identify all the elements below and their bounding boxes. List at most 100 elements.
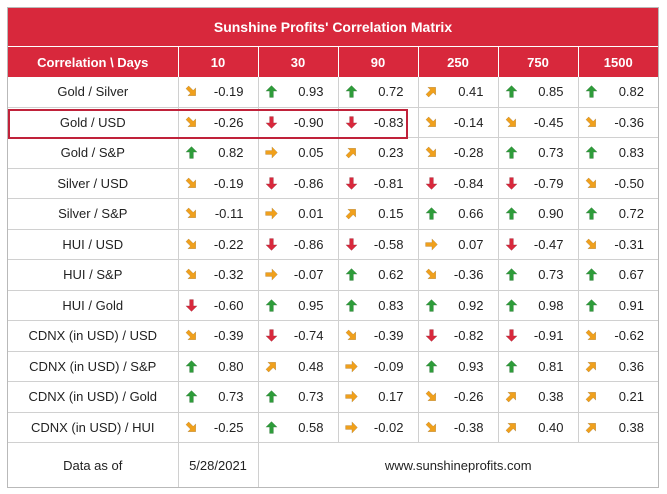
correlation-value: -0.26 — [213, 114, 244, 130]
arrow-up-icon — [185, 390, 199, 404]
correlation-cell: 0.38 — [498, 381, 579, 413]
correlation-cell: 0.73 — [258, 381, 339, 413]
table-row: Gold / Silver -0.19 0.93 0.72 0.41 0.85 0.82 — [8, 77, 658, 108]
correlation-cell: -0.26 — [178, 107, 259, 138]
arrow-down-right-icon — [185, 85, 199, 99]
correlation-value: 0.01 — [298, 206, 324, 222]
arrow-down-icon — [345, 176, 359, 190]
table-row: HUI / Gold -0.60 0.95 0.83 0.92 0.98 0.91 — [8, 290, 658, 321]
arrow-down-right-icon — [425, 115, 439, 129]
arrow-down-icon — [265, 237, 279, 251]
arrow-down-icon — [505, 176, 519, 190]
correlation-value: 0.80 — [218, 358, 244, 374]
correlation-cell: -0.47 — [498, 229, 579, 260]
arrow-up-right-icon — [345, 146, 359, 160]
table-row: CDNX (in USD) / Gold 0.73 0.73 0.17 -0.26 0.3… — [8, 381, 658, 413]
arrow-up-icon — [505, 85, 519, 99]
arrow-down-icon — [425, 329, 439, 343]
correlation-value: -0.62 — [614, 328, 644, 344]
arrow-up-icon — [505, 207, 519, 221]
correlation-value: 0.36 — [618, 358, 644, 374]
arrow-up-right-icon — [425, 85, 439, 99]
correlation-cell: -0.84 — [418, 168, 499, 199]
arrow-down-right-icon — [185, 176, 199, 190]
arrow-up-right-icon — [585, 359, 599, 373]
correlation-cell: -0.82 — [418, 320, 499, 352]
row-label: CDNX (in USD) / S&P — [8, 351, 179, 382]
correlation-cell: 0.58 — [258, 412, 339, 443]
arrow-up-icon — [425, 207, 439, 221]
matrix-title: Sunshine Profits' Correlation Matrix — [8, 8, 658, 47]
correlation-value: -0.11 — [214, 206, 244, 222]
correlation-cell: 0.83 — [578, 137, 658, 169]
arrow-up-icon — [185, 359, 199, 373]
arrow-down-icon — [265, 176, 279, 190]
correlation-value: 0.41 — [458, 84, 484, 100]
correlation-cell: -0.83 — [338, 107, 419, 138]
correlation-value: -0.79 — [533, 175, 564, 191]
correlation-value: -0.19 — [213, 84, 244, 100]
table-row: CDNX (in USD) / USD -0.39 -0.74 -0.39 -0.82 -… — [8, 320, 658, 352]
correlation-cell: -0.60 — [178, 290, 259, 321]
correlation-cell: 0.73 — [498, 259, 579, 291]
header-row: Correlation \ Days 10 30 90 250 750 1500 — [8, 47, 658, 77]
correlation-cell: -0.19 — [178, 77, 259, 108]
correlation-value: 0.21 — [618, 389, 644, 405]
correlation-cell: 0.41 — [418, 77, 499, 108]
correlation-cell: -0.02 — [338, 412, 419, 443]
correlation-value: -0.02 — [373, 419, 404, 435]
website-link[interactable]: www.sunshineprofits.com — [257, 442, 658, 487]
arrow-down-right-icon — [185, 268, 199, 282]
correlation-value: -0.22 — [213, 236, 244, 252]
arrow-up-icon — [505, 298, 519, 312]
correlation-cell: 0.95 — [258, 290, 339, 321]
correlation-value: 0.07 — [458, 236, 484, 252]
correlation-cell: 0.62 — [338, 259, 419, 291]
table-row: Silver / USD -0.19 -0.86 -0.81 -0.84 -0.79 -0.… — [8, 168, 658, 199]
arrow-down-right-icon — [585, 329, 599, 343]
data-as-of-label: Data as of — [8, 442, 179, 487]
row-label: Silver / USD — [8, 168, 179, 199]
correlation-value: 0.72 — [378, 84, 404, 100]
arrow-up-right-icon — [505, 390, 519, 404]
correlation-cell: -0.25 — [178, 412, 259, 443]
table-row: HUI / S&P -0.32 -0.07 0.62 -0.36 0.73 0.67 — [8, 259, 658, 291]
arrow-down-right-icon — [185, 420, 199, 434]
correlation-cell: -0.07 — [258, 259, 339, 291]
arrow-down-icon — [265, 329, 279, 343]
correlation-cell: 0.81 — [498, 351, 579, 382]
arrow-down-right-icon — [185, 237, 199, 251]
correlation-value: -0.47 — [533, 236, 564, 252]
data-date: 5/28/2021 — [178, 442, 259, 487]
correlation-value: -0.31 — [614, 236, 644, 252]
correlation-cell: 0.17 — [338, 381, 419, 413]
correlation-value: -0.36 — [453, 267, 484, 283]
correlation-cell: 0.21 — [578, 381, 658, 413]
arrow-right-icon — [265, 268, 279, 282]
arrow-up-icon — [265, 298, 279, 312]
correlation-cell: -0.31 — [578, 229, 658, 260]
arrow-down-right-icon — [425, 390, 439, 404]
table-row: Silver / S&P -0.11 0.01 0.15 0.66 0.90 0.72 — [8, 198, 658, 230]
correlation-value: 0.38 — [618, 419, 644, 435]
days-header: 750 — [498, 47, 579, 77]
correlation-cell: -0.19 — [178, 168, 259, 199]
days-header: 30 — [258, 47, 339, 77]
correlation-value: -0.19 — [213, 175, 244, 191]
days-header: 10 — [178, 47, 259, 77]
correlation-cell: -0.58 — [338, 229, 419, 260]
row-label: CDNX (in USD) / Gold — [8, 381, 179, 413]
correlation-cell: -0.74 — [258, 320, 339, 352]
correlation-cell: -0.79 — [498, 168, 579, 199]
arrow-down-right-icon — [425, 420, 439, 434]
correlation-cell: -0.36 — [578, 107, 658, 138]
correlation-cell: 0.72 — [578, 198, 658, 230]
arrow-down-right-icon — [425, 146, 439, 160]
correlation-value: -0.82 — [453, 328, 484, 344]
correlation-value: -0.45 — [533, 114, 564, 130]
arrow-down-right-icon — [345, 329, 359, 343]
correlation-cell: 0.92 — [418, 290, 499, 321]
correlation-matrix: Sunshine Profits' Correlation Matrix Cor… — [7, 7, 659, 488]
arrow-up-right-icon — [585, 420, 599, 434]
correlation-value: -0.14 — [453, 114, 484, 130]
